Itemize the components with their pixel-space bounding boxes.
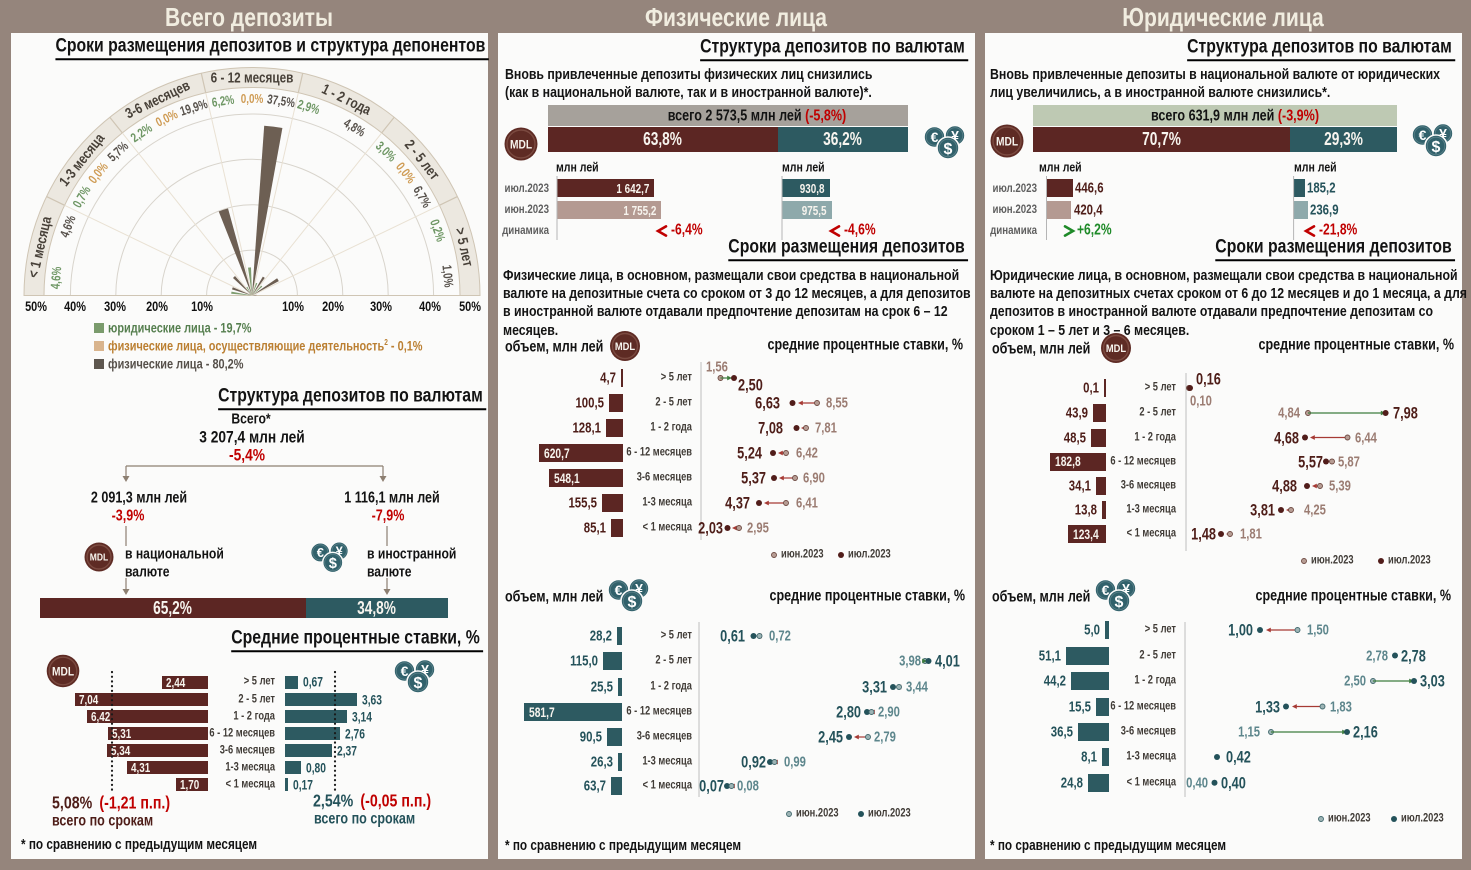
svg-text:40%: 40% xyxy=(419,299,441,314)
svg-text:50%: 50% xyxy=(25,299,47,314)
svg-text:¥: ¥ xyxy=(635,581,643,597)
svg-text:$: $ xyxy=(1115,594,1124,611)
svg-text:0,0%: 0,0% xyxy=(241,93,264,107)
svg-text:MDL: MDL xyxy=(90,552,109,563)
svg-text:MDL: MDL xyxy=(52,666,74,679)
svg-text:30%: 30% xyxy=(104,299,126,314)
svg-text:4,6%: 4,6% xyxy=(58,214,79,240)
svg-text:2,9%: 2,9% xyxy=(296,98,321,117)
svg-text:$: $ xyxy=(329,556,337,572)
svg-text:€: € xyxy=(1102,582,1110,598)
svg-text:6,7%: 6,7% xyxy=(410,184,433,210)
svg-text:¥: ¥ xyxy=(951,128,959,144)
svg-text:MDL: MDL xyxy=(1106,343,1126,355)
svg-text:19,9%: 19,9% xyxy=(179,98,210,119)
svg-text:$: $ xyxy=(944,141,953,158)
svg-text:50%: 50% xyxy=(459,299,481,314)
svg-text:0,7%: 0,7% xyxy=(71,184,94,210)
svg-text:¥: ¥ xyxy=(421,662,429,678)
svg-text:€: € xyxy=(1419,127,1427,143)
svg-text:6,2%: 6,2% xyxy=(211,94,235,111)
svg-text:1,0%: 1,0% xyxy=(439,264,455,288)
svg-text:€: € xyxy=(317,545,324,560)
svg-text:10%: 10% xyxy=(191,299,213,314)
svg-text:€: € xyxy=(931,129,939,145)
svg-text:20%: 20% xyxy=(322,299,344,314)
svg-text:€: € xyxy=(401,663,409,679)
svg-text:¥: ¥ xyxy=(1122,581,1130,597)
svg-text:0,2%: 0,2% xyxy=(427,218,447,244)
svg-text:$: $ xyxy=(628,594,637,611)
svg-text:4,6%: 4,6% xyxy=(49,266,64,290)
svg-text:10%: 10% xyxy=(282,299,304,314)
svg-text:$: $ xyxy=(1432,139,1441,156)
svg-text:MDL: MDL xyxy=(510,139,532,152)
svg-text:6 - 12 месяцев: 6 - 12 месяцев xyxy=(211,69,294,85)
svg-text:¥: ¥ xyxy=(336,544,344,559)
svg-text:MDL: MDL xyxy=(996,136,1018,149)
svg-text:20%: 20% xyxy=(146,299,168,314)
svg-text:MDL: MDL xyxy=(615,341,635,353)
svg-text:0,0%: 0,0% xyxy=(154,108,180,130)
svg-text:$: $ xyxy=(414,675,423,692)
svg-text:40%: 40% xyxy=(64,299,86,314)
svg-text:¥: ¥ xyxy=(1439,126,1447,142)
svg-text:30%: 30% xyxy=(370,299,392,314)
svg-text:37,5%: 37,5% xyxy=(266,93,296,110)
svg-text:€: € xyxy=(615,582,623,598)
